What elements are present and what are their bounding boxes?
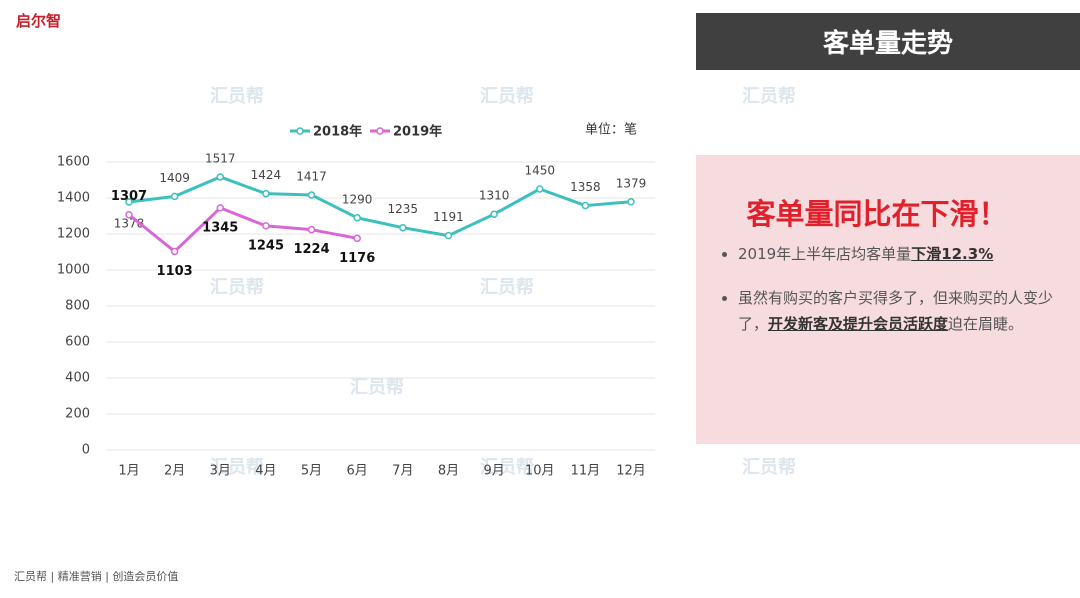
watermark: 汇员帮	[210, 85, 264, 107]
footer: 汇员帮 | 精准营销 | 创造会员价值	[14, 570, 179, 583]
bullet-text: 迫在眉睫。	[948, 315, 1024, 333]
legend-label: 2018年	[313, 124, 362, 140]
watermark: 汇员帮	[210, 456, 264, 478]
point	[399, 223, 407, 232]
x-tick-label: 1月	[118, 464, 139, 479]
data-label: 1358	[570, 180, 601, 194]
legend-marker	[296, 127, 304, 135]
x-tick-label: 11月	[571, 464, 601, 479]
x-tick-label: 9月	[483, 464, 504, 479]
data-label: 1417	[296, 169, 327, 183]
bullet-text: 2019年上半年店均客单量	[738, 245, 912, 263]
x-tick-label: 10月	[525, 464, 555, 479]
point	[490, 210, 498, 218]
y-tick-label: 1000	[57, 263, 90, 278]
legend-label: 2019年	[393, 124, 442, 140]
data-label: 1307	[111, 189, 147, 204]
data-label: 1176	[339, 251, 375, 266]
bullet: 虽然有购买的客户买得多了，但来购买的人变少了，开发新客及提升会员活跃度迫在眉睫。	[738, 285, 1058, 337]
point	[353, 214, 361, 222]
point	[307, 225, 316, 234]
legend-marker	[376, 127, 384, 135]
data-label: 1409	[159, 171, 190, 185]
x-tick-label: 4月	[255, 464, 276, 479]
x-tick-label: 5月	[301, 464, 322, 479]
data-label: 1424	[251, 168, 282, 182]
point	[581, 201, 590, 210]
data-label: 1290	[342, 192, 373, 206]
x-tick-label: 6月	[347, 464, 368, 479]
logo: 启尔智	[16, 12, 62, 30]
watermark: 汇员帮	[742, 456, 796, 478]
y-tick-label: 600	[65, 335, 90, 350]
bullet-text: 虽然有购买的客户买得多了，但来购买的人变少了，	[738, 289, 1054, 333]
point	[627, 198, 635, 206]
point	[444, 231, 453, 240]
x-tick-label: 2月	[164, 464, 185, 479]
watermark: 汇员帮	[480, 456, 534, 478]
point	[262, 222, 270, 230]
point	[125, 198, 133, 206]
data-label: 1191	[433, 210, 464, 224]
bullet-list: 2019年上半年店均客单量下滑12.3% 虽然有购买的客户买得多了，但来购买的人变…	[714, 241, 1058, 355]
point	[262, 189, 270, 198]
bullet: 2019年上半年店均客单量下滑12.3%	[738, 241, 1058, 267]
data-label: 1310	[479, 189, 510, 203]
data-label: 1378	[114, 216, 145, 230]
point	[170, 247, 179, 256]
point	[125, 210, 133, 219]
data-label: 1235	[388, 202, 419, 216]
point	[216, 173, 225, 181]
data-label: 1103	[157, 264, 193, 279]
headline: 客单量同比在下滑！	[746, 197, 1008, 231]
data-label: 1379	[616, 176, 647, 190]
series-line	[128, 206, 358, 253]
point	[353, 234, 361, 243]
y-tick-label: 200	[65, 407, 90, 422]
y-tick-label: 0	[82, 443, 90, 458]
bullet-text: 开发新客及提升会员活跃度	[768, 315, 949, 333]
watermark: 汇员帮	[742, 85, 796, 107]
data-label: 1450	[524, 164, 555, 178]
data-label: 1345	[202, 220, 238, 235]
x-tick-label: 12月	[616, 464, 646, 479]
x-tick-label: 7月	[392, 464, 413, 479]
watermark: 汇员帮	[480, 85, 534, 107]
y-tick-label: 400	[65, 371, 90, 386]
slide-title: 客单量走势	[696, 13, 1080, 70]
watermark: 汇员帮	[350, 376, 404, 398]
point	[216, 204, 225, 212]
watermark: 汇员帮	[210, 276, 264, 298]
x-tick-label: 8月	[438, 464, 459, 479]
y-tick-label: 800	[65, 299, 90, 314]
y-tick-label: 1600	[57, 155, 90, 170]
data-label: 1517	[205, 151, 236, 165]
point	[535, 185, 544, 193]
data-label: 1224	[293, 242, 329, 257]
x-tick-label: 3月	[210, 464, 231, 479]
point	[307, 191, 316, 199]
bullet-text: 下滑12.3%	[911, 245, 994, 263]
unit-label: 单位：笔	[585, 122, 637, 138]
point	[170, 192, 179, 201]
y-tick-label: 1400	[57, 191, 90, 206]
watermark: 汇员帮	[480, 276, 534, 298]
summary-panel: 客单量同比在下滑！ 2019年上半年店均客单量下滑12.3% 虽然有购买的客户买得…	[696, 155, 1080, 444]
y-tick-label: 1200	[57, 227, 90, 242]
data-label: 1245	[248, 238, 284, 253]
series-line	[128, 175, 632, 238]
